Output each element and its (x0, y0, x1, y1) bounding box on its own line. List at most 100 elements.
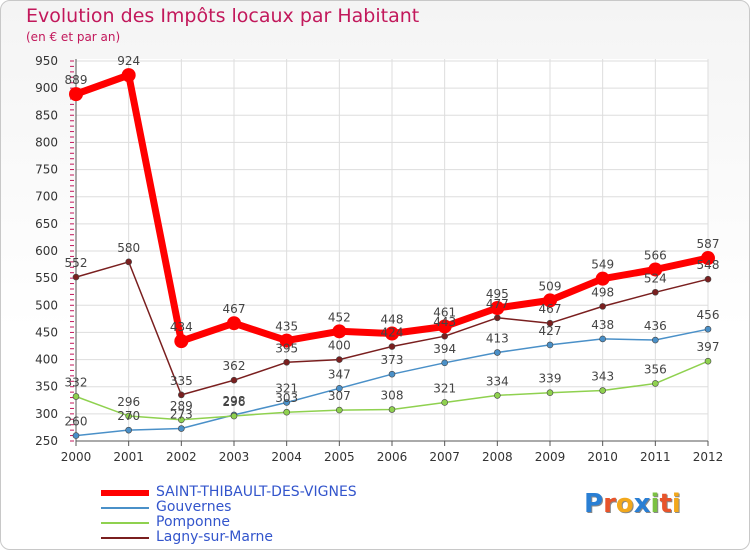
data-point (178, 416, 185, 424)
data-point (283, 408, 290, 416)
data-point (72, 393, 80, 400)
data-point (599, 335, 606, 343)
data-point (332, 324, 347, 339)
chart-subtitle: (en € et par an) (26, 30, 121, 44)
data-point (543, 293, 557, 308)
data-label: 456 (697, 308, 720, 322)
chart-series (69, 68, 715, 439)
data-point (494, 392, 501, 399)
data-point (494, 349, 501, 356)
x-tick-label: 2005 (324, 450, 355, 464)
data-point (230, 376, 238, 384)
data-point (336, 406, 343, 414)
data-point (490, 301, 505, 315)
y-tick-label: 250 (35, 434, 58, 448)
data-label: 395 (275, 341, 298, 355)
data-label: 373 (381, 353, 404, 367)
data-label: 452 (328, 310, 351, 324)
y-tick-label: 450 (35, 325, 58, 339)
data-point (283, 358, 290, 366)
x-tick-label: 2001 (113, 450, 144, 464)
legend-label: Gouvernes (156, 499, 232, 515)
x-tick-label: 2008 (482, 450, 513, 464)
data-point (178, 391, 185, 399)
data-point (388, 343, 396, 350)
data-point (546, 341, 554, 349)
data-point (125, 426, 132, 434)
data-label: 334 (486, 374, 509, 388)
y-tick-label: 950 (35, 54, 58, 68)
x-tick-label: 2012 (693, 450, 724, 464)
data-point (125, 412, 132, 420)
data-point (388, 406, 396, 413)
data-label: 580 (117, 241, 140, 255)
y-tick-label: 500 (35, 298, 58, 312)
data-point (701, 251, 715, 266)
data-label: 495 (486, 287, 509, 301)
data-point (441, 332, 448, 340)
data-label: 321 (275, 381, 298, 395)
data-point (178, 425, 185, 432)
x-tick-label: 2004 (271, 450, 302, 464)
data-label: 332 (65, 375, 88, 389)
data-point (437, 319, 452, 334)
y-tick-label: 700 (35, 190, 58, 204)
logo-letter: i (650, 489, 660, 519)
data-label: 347 (328, 367, 351, 381)
data-label: 289 (170, 399, 193, 413)
logo-letter: r (603, 489, 616, 519)
data-label: 448 (381, 313, 404, 327)
data-label: 397 (697, 340, 720, 354)
legend-label: Lagny-sur-Marne (156, 529, 273, 545)
data-label: 308 (381, 389, 404, 403)
data-point (652, 380, 659, 387)
data-label: 296 (223, 395, 246, 409)
data-label: 273 (170, 408, 193, 422)
data-label: 427 (539, 324, 562, 338)
data-point (441, 399, 448, 406)
data-label: 307 (328, 389, 351, 403)
data-label: 270 (117, 409, 140, 423)
data-point (283, 399, 290, 406)
x-tick-label: 2011 (640, 450, 671, 464)
data-point (121, 68, 136, 83)
y-tick-label: 300 (35, 407, 58, 421)
data-point (595, 271, 610, 286)
data-label: 548 (697, 258, 720, 272)
legend-swatch (101, 507, 149, 509)
data-point (174, 334, 189, 349)
data-label: 303 (275, 391, 298, 405)
y-tick-label: 600 (35, 244, 58, 258)
data-label: 356 (644, 362, 667, 376)
data-label: 438 (591, 318, 614, 332)
data-point (385, 326, 399, 341)
data-point (230, 412, 238, 420)
data-label: 296 (117, 395, 140, 409)
data-label: 260 (65, 415, 88, 429)
data-label: 924 (117, 54, 140, 68)
data-label: 509 (539, 279, 562, 293)
data-label: 434 (170, 320, 193, 334)
legend-label: SAINT-THIBAULT-DES-VIGNES (156, 484, 357, 500)
data-point (69, 87, 83, 102)
line-chart: 250 300 350 400 450 500 550 600 650 700 750 800 850 9… (35, 54, 723, 464)
data-point (599, 303, 606, 310)
data-label: 436 (644, 319, 667, 333)
y-tick-label: 900 (35, 81, 58, 95)
chart-title: Evolution des Impôts locaux par Habitant (26, 5, 420, 27)
data-label: 467 (539, 302, 562, 316)
legend-swatch (101, 490, 149, 496)
data-point (227, 316, 241, 331)
data-point (648, 262, 663, 277)
data-label: 343 (591, 370, 614, 384)
y-tick-label: 350 (35, 380, 58, 394)
data-point (652, 336, 659, 344)
data-point (125, 258, 132, 266)
chart-axes: 250 300 350 400 450 500 550 600 650 700 750 800 850 9… (35, 54, 723, 464)
data-point (336, 385, 343, 392)
data-label: 524 (644, 271, 667, 285)
data-point (72, 273, 80, 281)
x-tick-label: 2009 (535, 450, 566, 464)
x-tick-label: 2003 (219, 450, 250, 464)
